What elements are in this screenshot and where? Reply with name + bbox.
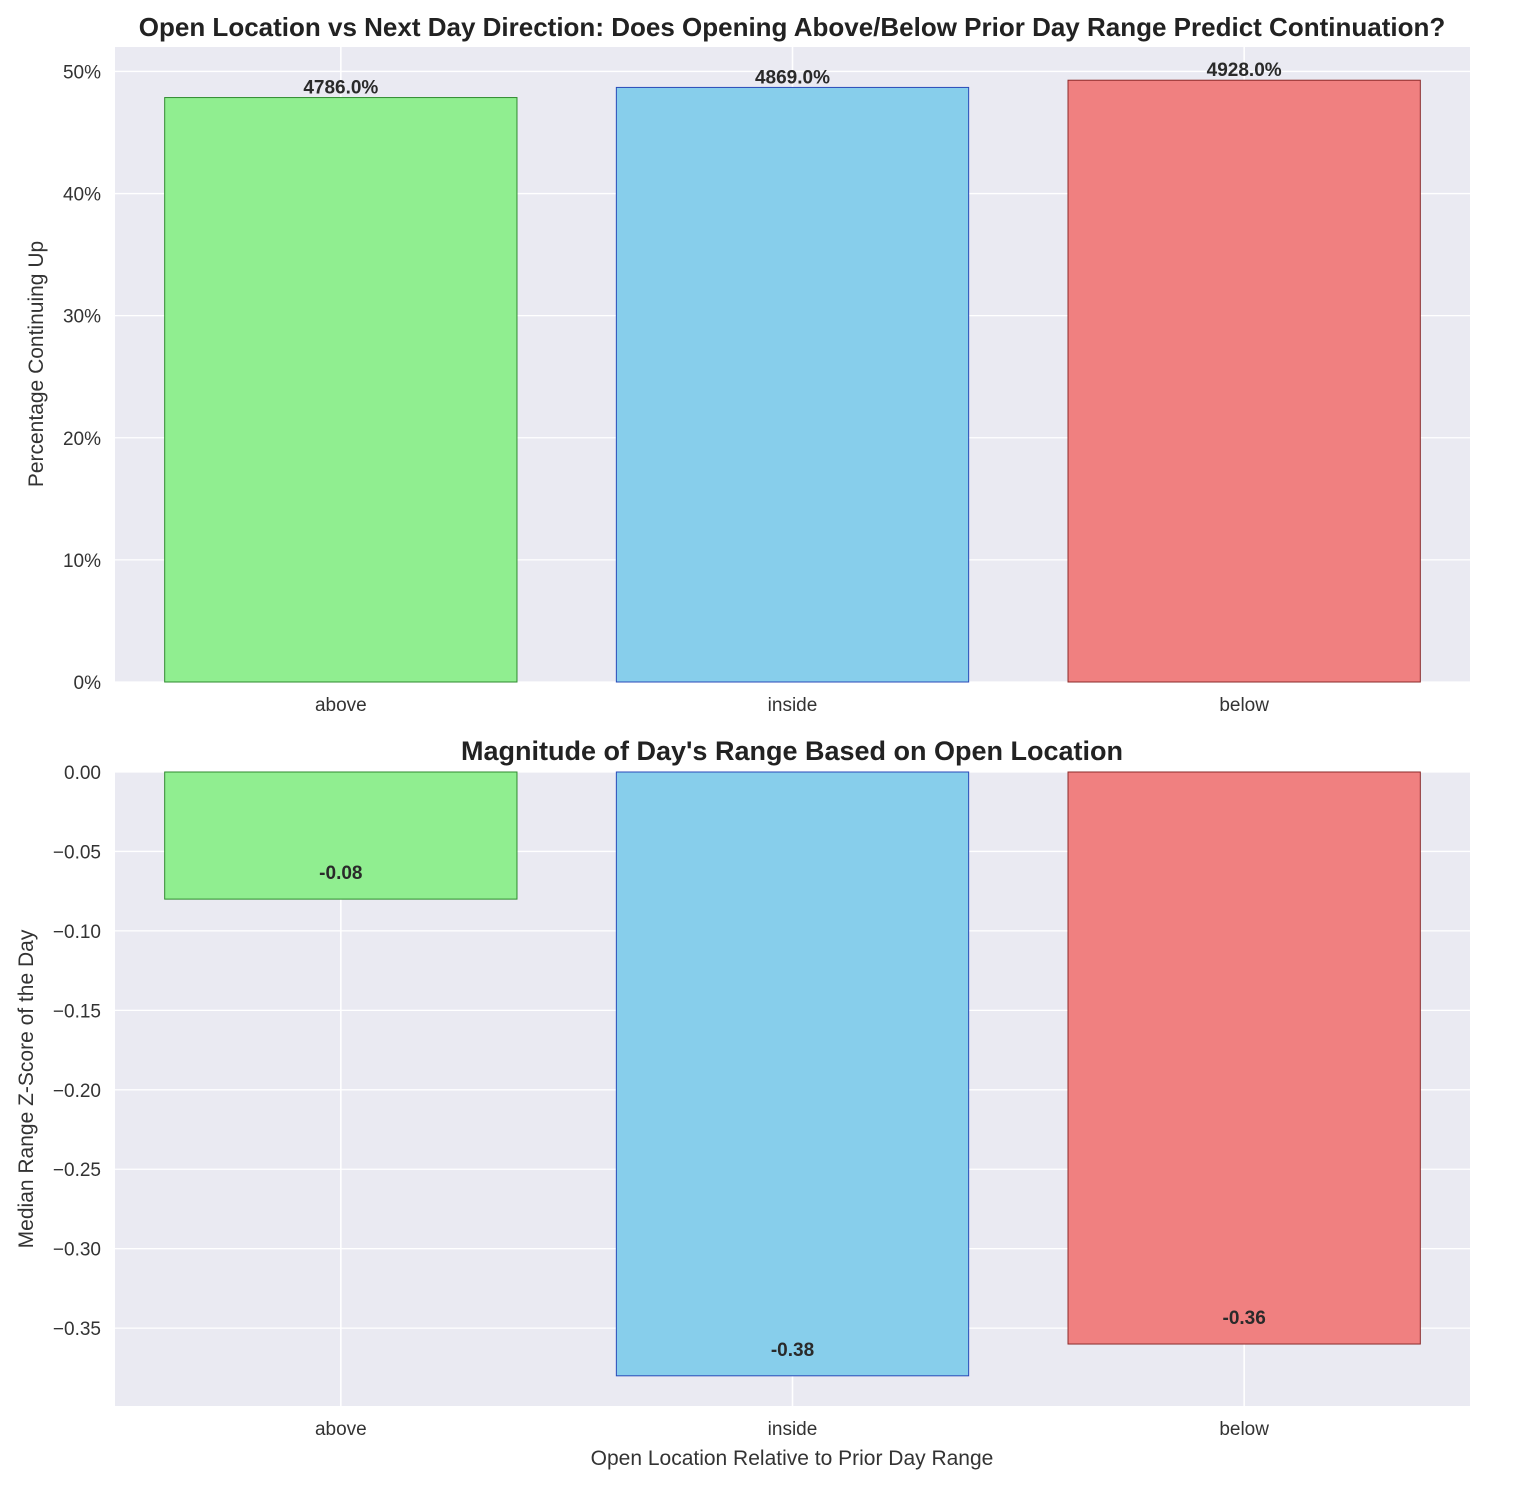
bar-value-label: 4928.0% xyxy=(1207,60,1282,81)
bar-value-label: -0.36 xyxy=(1223,1308,1266,1329)
y-tick-label: 40% xyxy=(63,185,101,206)
y-tick-label: −0.15 xyxy=(53,1001,101,1022)
x-tick-label: above xyxy=(315,1419,367,1440)
x-tick-label: below xyxy=(1219,695,1269,716)
y-tick-label: 0.00 xyxy=(64,763,101,784)
chart-bottom-bar-labels: -0.08 -0.38 -0.36 xyxy=(319,863,1266,1361)
bar-value-label: 4786.0% xyxy=(303,78,378,99)
chart-bottom-y-ticks: 0.00 −0.05 −0.10 −0.15 −0.20 −0.25 −0.30 −0.35 xyxy=(53,763,101,1340)
x-tick-label: inside xyxy=(768,1419,818,1440)
x-tick-label: inside xyxy=(768,695,818,716)
y-tick-label: −0.25 xyxy=(53,1160,101,1181)
chart-top-x-ticks: above inside below xyxy=(315,695,1269,716)
bar-value-label: -0.38 xyxy=(771,1340,814,1361)
chart-bottom-x-axis-label: Open Location Relative to Prior Day Rang… xyxy=(591,1447,994,1470)
chart-bottom-bars xyxy=(164,771,1421,1377)
y-tick-label: 10% xyxy=(63,551,101,572)
y-tick-label: 50% xyxy=(63,62,101,83)
y-tick-label: 20% xyxy=(63,429,101,450)
chart-bottom-y-axis-label: Median Range Z-Score of the Day xyxy=(15,929,38,1248)
chart-top-bars xyxy=(164,79,1421,683)
bar-below xyxy=(1067,771,1421,1345)
y-tick-label: 30% xyxy=(63,307,101,328)
chart-bottom-x-ticks: above inside below xyxy=(315,1419,1269,1440)
bar-above xyxy=(164,771,518,900)
chart-top: Open Location vs Next Day Direction: Doe… xyxy=(25,12,1470,716)
chart-top-bar-labels: 4786.0% 4869.0% 4928.0% xyxy=(303,60,1281,98)
x-tick-label: below xyxy=(1219,1419,1269,1440)
chart-bottom-title: Magnitude of Day's Range Based on Open L… xyxy=(461,736,1123,766)
x-tick-label: above xyxy=(315,695,367,716)
y-tick-label: −0.30 xyxy=(53,1240,101,1261)
bar-inside xyxy=(615,86,970,683)
bar-above xyxy=(164,97,518,683)
chart-bottom: Magnitude of Day's Range Based on Open L… xyxy=(15,736,1470,1470)
chart-top-title: Open Location vs Next Day Direction: Doe… xyxy=(139,12,1445,42)
bar-inside xyxy=(615,771,970,1377)
chart-top-y-axis-label: Percentage Continuing Up xyxy=(25,241,48,487)
y-tick-label: −0.10 xyxy=(53,922,101,943)
y-tick-label: 0% xyxy=(74,673,102,694)
y-tick-label: −0.20 xyxy=(53,1081,101,1102)
bar-below xyxy=(1067,79,1421,683)
bar-value-label: -0.08 xyxy=(319,863,362,884)
chart-top-y-ticks: 0% 10% 20% 30% 40% 50% xyxy=(63,62,101,694)
bar-value-label: 4869.0% xyxy=(755,67,830,88)
y-tick-label: −0.35 xyxy=(53,1319,101,1340)
y-tick-label: −0.05 xyxy=(53,842,101,863)
